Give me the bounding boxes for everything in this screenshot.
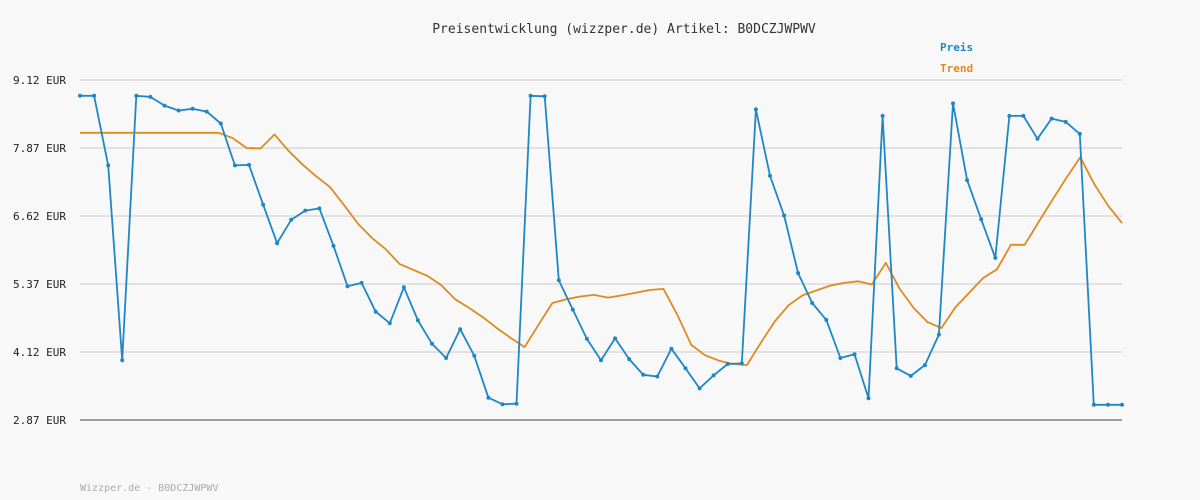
legend-preis: Preis <box>940 41 973 54</box>
data-point-preis <box>683 366 688 371</box>
data-point-preis <box>148 94 153 99</box>
data-point-preis <box>204 109 209 114</box>
data-point-preis <box>739 361 744 366</box>
grid-lines <box>80 79 1122 353</box>
data-point-preis <box>275 241 280 246</box>
data-point-preis <box>514 401 519 406</box>
data-point-preis <box>993 255 998 260</box>
data-point-preis <box>1007 113 1012 118</box>
data-point-preis <box>782 213 787 218</box>
y-tick-label: 7.87 EUR <box>13 142 66 155</box>
data-point-preis <box>570 307 575 312</box>
data-point-preis <box>218 121 223 126</box>
data-point-preis <box>599 358 603 363</box>
data-point-preis <box>810 301 815 305</box>
data-point-preis <box>838 356 843 360</box>
data-point-preis <box>796 271 801 276</box>
data-point-preis <box>134 93 139 98</box>
data-point-preis <box>78 93 82 98</box>
data-point-preis <box>303 208 308 213</box>
data-point-preis <box>1021 113 1026 118</box>
data-point-preis <box>922 363 927 368</box>
data-point-preis <box>697 386 702 391</box>
data-point-preis <box>613 336 618 341</box>
data-point-preis <box>528 93 533 98</box>
data-point-preis <box>415 318 420 323</box>
legend-trend: Trend <box>940 62 973 75</box>
y-tick-label: 2.87 EUR <box>13 414 66 427</box>
data-point-preis <box>880 113 885 118</box>
data-point-preis <box>430 341 434 346</box>
data-point-preis <box>936 332 941 337</box>
data-point-preis <box>261 202 266 207</box>
data-point-preis <box>359 280 364 285</box>
data-point-preis <box>979 217 984 222</box>
series-group <box>78 93 1124 407</box>
data-point-preis <box>176 108 181 113</box>
data-point-preis <box>1120 402 1124 407</box>
data-point-preis <box>190 106 195 111</box>
data-point-preis <box>908 373 913 378</box>
data-point-preis <box>753 107 758 112</box>
data-point-preis <box>106 163 111 168</box>
data-point-preis <box>951 101 955 106</box>
data-point-preis <box>1091 402 1096 407</box>
data-point-preis <box>1049 116 1054 121</box>
data-point-preis <box>345 284 350 289</box>
data-point-preis <box>627 357 632 362</box>
data-point-preis <box>317 206 322 211</box>
y-tick-label: 6.62 EUR <box>13 210 66 223</box>
data-point-preis <box>824 317 829 322</box>
series-line-trend <box>80 131 1123 367</box>
data-point-preis <box>965 178 970 183</box>
data-point-preis <box>232 163 237 168</box>
y-axis-ticks: 9.12 EUR 7.87 EUR 6.62 EUR 5.37 EUR 4.12 EUR… <box>13 74 66 427</box>
data-point-preis <box>331 243 336 248</box>
data-point-preis <box>725 362 730 366</box>
chart-title: Preisentwicklung (wizzper.de) Artikel: B… <box>432 22 816 37</box>
data-point-preis <box>486 395 491 400</box>
footer-text: Wizzper.de - B0DCZJWPWV <box>80 483 218 494</box>
data-point-preis <box>669 346 674 351</box>
data-point-preis <box>866 396 871 401</box>
data-point-preis <box>289 217 294 222</box>
data-point-preis <box>711 373 716 378</box>
data-point-preis <box>458 327 463 332</box>
data-point-preis <box>472 353 477 358</box>
data-point-preis <box>444 356 449 360</box>
data-point-preis <box>373 309 378 314</box>
data-point-preis <box>401 285 406 290</box>
y-tick-label: 9.12 EUR <box>13 74 66 87</box>
data-point-preis <box>1105 402 1110 407</box>
y-tick-label: 4.12 EUR <box>13 346 66 359</box>
data-point-preis <box>1077 131 1082 136</box>
data-point-preis <box>387 321 392 326</box>
data-point-preis <box>542 94 547 99</box>
data-point-preis <box>556 278 561 283</box>
data-point-preis <box>1063 119 1068 124</box>
data-point-preis <box>894 366 899 371</box>
y-tick-label: 5.37 EUR <box>13 278 66 291</box>
data-point-preis <box>500 402 505 407</box>
data-point-preis <box>641 372 646 377</box>
data-point-preis <box>162 103 167 108</box>
data-point-preis <box>584 336 589 341</box>
data-point-preis <box>852 352 857 357</box>
data-point-preis <box>120 358 125 363</box>
data-point-preis <box>655 374 660 379</box>
data-point-preis <box>768 173 772 178</box>
data-point-preis <box>92 93 97 98</box>
data-point-preis <box>1035 136 1040 141</box>
data-point-preis <box>247 162 251 167</box>
